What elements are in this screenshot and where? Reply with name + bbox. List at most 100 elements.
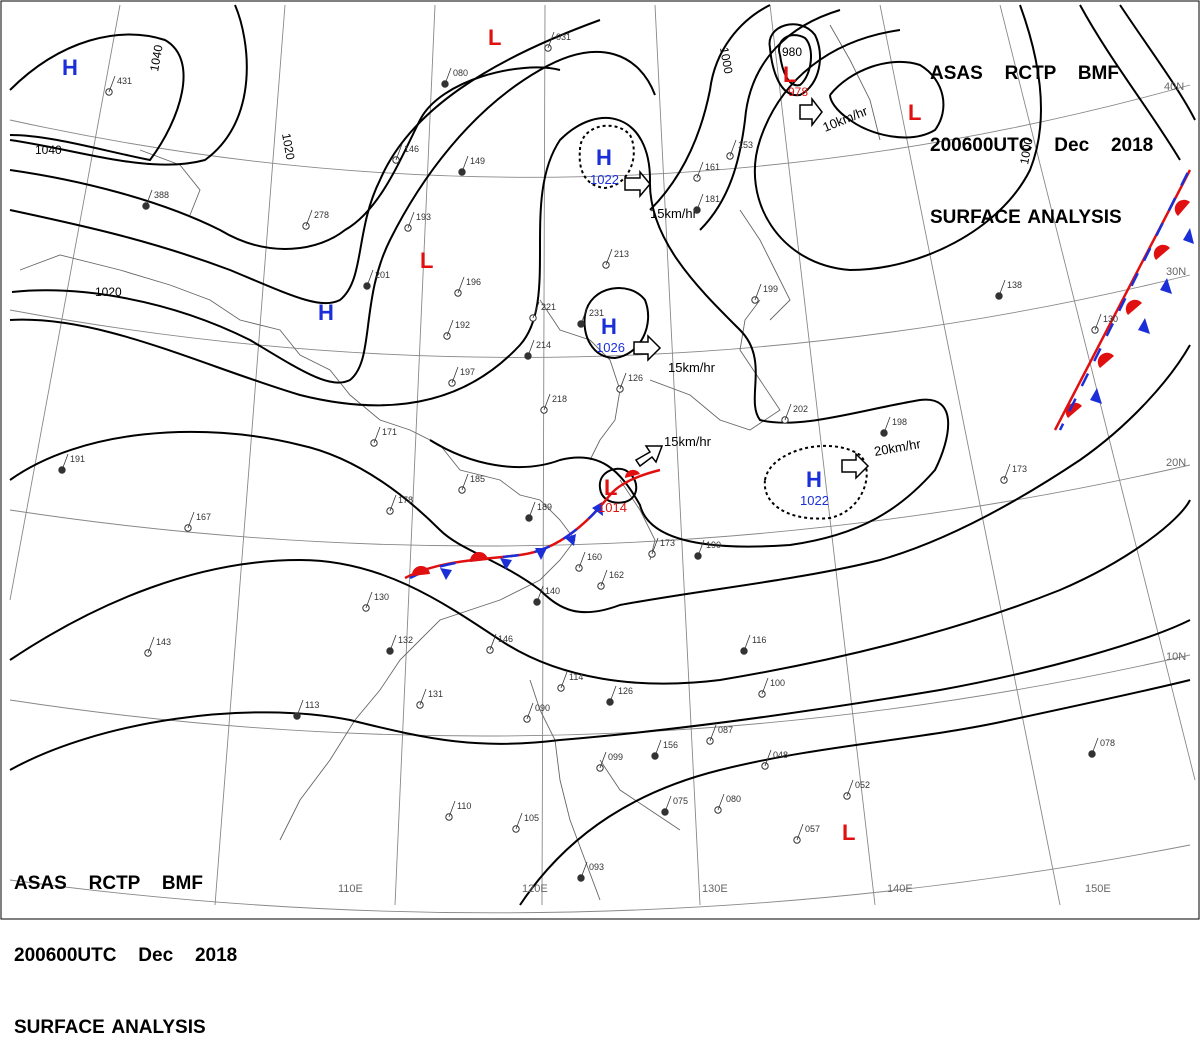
wind-barb [998,279,1006,297]
station-pressure: 149 [470,156,485,166]
station-pressure: 197 [460,367,475,377]
wind-barb [599,751,607,769]
wind-barb [883,416,891,434]
station-pressure: 181 [705,194,720,204]
isobars [9,4,1196,906]
wind-barb [446,319,454,337]
wind-barb [754,283,762,301]
station-pressure: 057 [805,824,820,834]
wind-barb [536,585,544,603]
station-pressure: 199 [763,284,778,294]
isobar-label: 1020 [95,285,122,299]
grid-labels: 110E 120E 130E 140E 150E 40N 30N 20N 10N [338,81,1186,895]
station-pressure: 431 [117,76,132,86]
wind-barb [578,551,586,569]
wind-barb [461,155,469,173]
station-pressure: 031 [556,32,571,42]
isobar-label: 1000 [717,46,735,75]
station-pressure: 130 [374,592,389,602]
station-pressure: 221 [541,302,556,312]
station-pressure: 161 [705,162,720,172]
wind-barb [527,339,535,357]
low-center: L [604,475,617,500]
motion-label: 15km/hr [668,360,716,375]
footer-line-1: ASAS RCTP BMF [14,873,203,894]
station-pressure: 093 [589,862,604,872]
dotted-isobars [578,124,868,520]
station-pressure: 160 [587,552,602,562]
station-pressure: 105 [524,813,539,823]
stationary-front-south [404,468,661,580]
station-pressure: 202 [793,404,808,414]
station-pressure: 052 [855,780,870,790]
latitude-label: 40N [1164,81,1184,93]
low-center: L [842,820,855,845]
station-pressure: 167 [196,512,211,522]
wind-barb [389,494,397,512]
wind-barb [609,685,617,703]
longitude-label: 140E [887,883,913,895]
high-center: H [601,314,617,339]
wind-barb [761,677,769,695]
graticule [9,4,1196,914]
station-pressure: 075 [673,796,688,806]
high-center: H [62,55,78,80]
station-pressure: 214 [536,340,551,350]
wind-barb [796,823,804,841]
wind-barb [651,537,659,555]
station-pressure: 078 [1100,738,1115,748]
wind-barb [515,812,523,830]
wind-barb [697,539,705,557]
wind-barb [664,795,672,813]
station-pressure: 185 [470,474,485,484]
wind-barb [1094,313,1102,331]
wind-barb [532,301,540,319]
wind-barb [366,269,374,287]
station-pressure: 191 [70,454,85,464]
high-center: H [318,300,334,325]
isobar-label: 1000 [1017,136,1035,165]
station-pressure: 126 [618,686,633,696]
station-pressure: 173 [660,538,675,548]
weather-map: 1040 1040 1020 1020 1000 1000 H L 980 L … [0,0,1200,920]
station-pressure: 146 [404,144,419,154]
latitude-label: 30N [1166,266,1186,278]
isobar-labels: 1040 1040 1020 1020 1000 1000 [35,43,1036,299]
isobar-label: 1020 [279,132,297,161]
station-pressure: 099 [608,752,623,762]
wind-barb [547,31,555,49]
wind-barb [709,724,717,742]
chart-footer: ASAS RCTP BMF 200600UTC Dec 2018 SURFACE… [14,824,237,1064]
wind-barb [605,248,613,266]
wind-barb [489,633,497,651]
coastlines [19,24,881,901]
high-center-value: 1022 [800,493,829,508]
station-pressure: 114 [569,672,583,682]
station-pressure: 146 [498,634,513,644]
station-pressure: 171 [382,427,397,437]
station-pressure: 388 [154,190,169,200]
wind-barb [528,501,536,519]
wind-barb [108,75,116,93]
station-pressure: 213 [614,249,629,259]
station-pressure: 130 [1103,314,1118,324]
motion-arrows [624,96,870,480]
low-center: L [488,25,501,50]
wind-barb [729,139,737,157]
station-pressure: 173 [1012,464,1027,474]
station-pressure: 080 [726,794,741,804]
pressure-centers: H L 980 L 978 L H 1022 L H H 1026 L 1014… [62,25,921,845]
station-plots: 191 167 143 113 131 130 132 178 185 189 171 197 214 2… [58,31,1118,882]
wind-barb [1091,737,1099,755]
wind-barb [846,779,854,797]
wind-barb [451,366,459,384]
station-pressure: 090 [535,703,550,713]
wind-barb [1003,463,1011,481]
wind-barb [696,193,704,211]
header-line-2: 200600UTC Dec 2018 [930,135,1154,156]
latitude-label: 10N [1166,651,1186,663]
station-pressure: 113 [305,700,319,710]
low-center: L [783,62,796,87]
station-pressure: 278 [314,210,329,220]
wind-barb [187,511,195,529]
